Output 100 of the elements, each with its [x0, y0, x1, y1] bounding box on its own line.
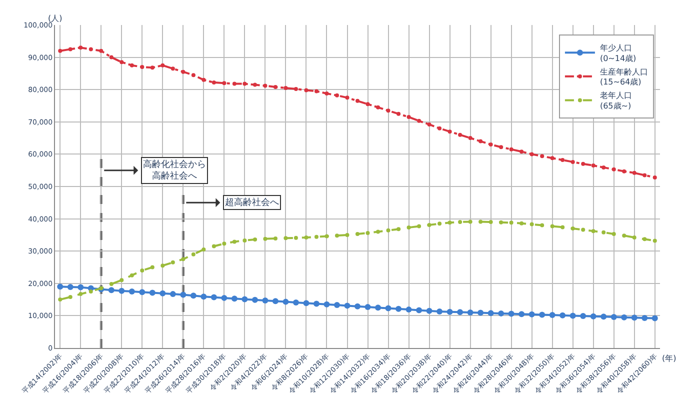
point	[354, 303, 360, 310]
legend-label: 生産年齢人口 (15~64歳)	[600, 67, 648, 87]
point	[200, 294, 207, 300]
point	[560, 312, 566, 318]
point	[262, 298, 268, 304]
point	[57, 284, 64, 290]
point	[478, 139, 483, 144]
point	[396, 306, 402, 312]
point	[88, 47, 93, 52]
point	[150, 265, 154, 270]
point	[139, 289, 146, 296]
point	[417, 224, 422, 228]
point	[509, 220, 514, 225]
point	[632, 170, 636, 175]
point	[448, 130, 452, 134]
point	[520, 221, 524, 226]
point	[642, 173, 647, 178]
point	[272, 298, 278, 304]
point	[242, 82, 247, 86]
point	[406, 306, 412, 313]
point	[160, 264, 165, 268]
point	[284, 236, 288, 240]
point	[120, 60, 124, 64]
point	[170, 291, 176, 298]
point	[499, 145, 504, 150]
point	[324, 234, 329, 238]
point	[128, 288, 135, 294]
point	[324, 91, 329, 96]
point	[252, 82, 257, 87]
point	[478, 220, 483, 224]
point	[232, 240, 236, 244]
point	[345, 232, 350, 237]
point	[386, 108, 390, 113]
legend-label: 年少人口 (0~14歳)	[600, 44, 636, 63]
point	[458, 220, 462, 224]
point	[385, 305, 392, 312]
point	[263, 84, 268, 88]
y-axis-title: (人)	[48, 14, 62, 23]
point	[508, 310, 514, 317]
point	[539, 312, 546, 318]
point	[181, 70, 186, 74]
point	[68, 294, 72, 299]
point	[488, 220, 493, 224]
point	[602, 165, 606, 170]
point	[406, 115, 411, 120]
point	[652, 175, 657, 180]
point	[324, 301, 330, 308]
point	[540, 223, 544, 228]
point	[438, 222, 442, 226]
point	[366, 102, 370, 106]
point	[303, 300, 310, 306]
point	[212, 244, 216, 248]
point	[622, 234, 626, 238]
point	[478, 310, 484, 316]
point	[621, 314, 628, 320]
point	[58, 298, 62, 302]
point	[436, 308, 443, 314]
point	[590, 313, 596, 320]
point	[180, 292, 186, 298]
point	[458, 132, 462, 137]
point	[109, 55, 114, 60]
x-axis-title: (年)	[662, 354, 676, 363]
point	[426, 308, 432, 314]
point	[610, 314, 617, 320]
point	[108, 287, 114, 294]
point	[364, 304, 371, 310]
point	[642, 314, 648, 321]
point	[345, 96, 350, 100]
point	[344, 302, 350, 309]
point	[210, 294, 217, 300]
point	[202, 78, 206, 82]
point	[581, 228, 586, 232]
point	[130, 273, 134, 278]
point	[263, 236, 268, 241]
point	[304, 88, 308, 92]
point	[273, 236, 278, 240]
point	[149, 290, 156, 296]
point	[488, 142, 493, 147]
point	[366, 231, 370, 236]
point	[600, 314, 607, 320]
point	[190, 292, 196, 299]
point	[499, 220, 504, 224]
point	[292, 299, 299, 306]
point	[130, 63, 134, 68]
point	[652, 315, 658, 322]
point	[560, 225, 565, 230]
point	[591, 229, 596, 234]
point	[427, 122, 432, 126]
point	[570, 312, 576, 319]
point	[549, 312, 556, 318]
point	[622, 169, 626, 174]
point	[396, 112, 401, 116]
point	[498, 310, 504, 316]
point	[518, 311, 525, 318]
point	[356, 232, 360, 236]
point	[284, 86, 288, 90]
point	[631, 314, 638, 321]
point	[232, 82, 236, 86]
point	[376, 230, 380, 234]
point	[252, 296, 258, 303]
